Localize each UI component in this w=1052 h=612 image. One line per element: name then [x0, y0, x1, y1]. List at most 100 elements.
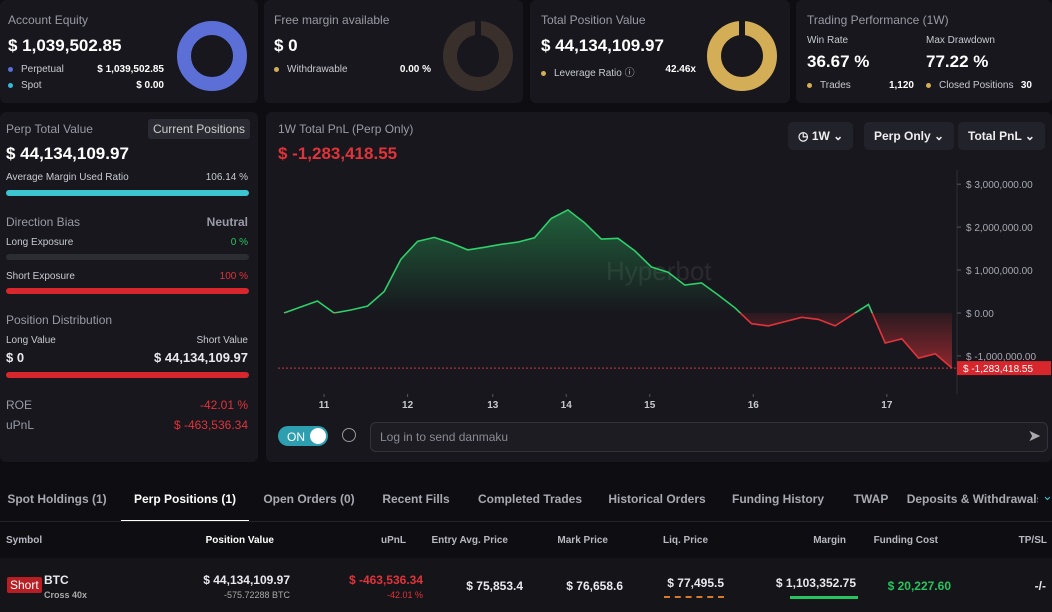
x-tick-label: 16 — [748, 400, 760, 411]
y-tick-label: $ 2,000,000.00 — [966, 223, 1033, 234]
control[interactable]: Total PnL ⌄ — [958, 122, 1045, 150]
progress — [6, 288, 249, 294]
progress — [6, 190, 249, 196]
donut — [443, 20, 513, 91]
tab[interactable]: Open Orders (0) — [263, 492, 355, 506]
donut — [707, 20, 777, 91]
y-tick-label: $ 3,000,000.00 — [966, 180, 1033, 191]
card: Free margin available $ 0 Withdrawable 0… — [264, 0, 523, 103]
toggle-label: ON — [287, 430, 305, 444]
value: 30 — [1020, 80, 1032, 91]
value: 106.14 % — [205, 172, 248, 183]
toggle[interactable]: ON — [278, 426, 328, 446]
progress — [6, 254, 249, 260]
tab[interactable]: Perp Positions (1) — [133, 492, 237, 506]
pnl-line — [283, 208, 953, 369]
donut — [177, 21, 247, 91]
upnl: $ -463,536.34 — [348, 573, 423, 587]
value: 100 % — [219, 271, 248, 282]
tab[interactable]: Completed Trades — [477, 492, 583, 506]
text: 1W — [811, 129, 830, 143]
text: Total PnL — [968, 129, 1022, 143]
liq-indicator — [664, 596, 724, 598]
x-tick-label: 17 — [881, 400, 893, 411]
tab[interactable]: Recent Fills — [382, 492, 450, 506]
chart-value: $ -1,283,418.55 — [278, 144, 398, 163]
table-row: Short BTC Cross 40x $ 44,134,109.97 -575… — [0, 558, 1052, 612]
value: 0 % — [230, 237, 248, 248]
settings-icon[interactable] — [342, 428, 356, 442]
card-value: $ 0 — [274, 36, 298, 55]
tab[interactable]: Spot Holdings (1) — [7, 492, 107, 506]
column-header: Liq. Price — [662, 535, 708, 546]
send-icon[interactable]: ➤ — [1027, 428, 1041, 445]
control[interactable]: ◷ 1W ⌄ — [788, 122, 854, 150]
text: Perpetual — [21, 64, 64, 75]
value: -42.01 % — [199, 398, 248, 412]
label: Average Margin Used Ratio — [6, 172, 129, 183]
position-value: $ 44,134,109.97 — [203, 573, 290, 587]
chart-title: 1W Total PnL (Perp Only) — [278, 122, 414, 136]
label: Position Distribution — [6, 313, 113, 327]
row-label: Perpetual — [8, 64, 64, 75]
label: Trades — [807, 80, 851, 91]
control[interactable]: Perp Only ⌄ — [864, 122, 955, 150]
row-value: 0.00 % — [399, 64, 431, 75]
card-title: Free margin available — [274, 13, 390, 27]
label: Win Rate — [807, 35, 849, 46]
scroll-arrow: ⌄ — [1038, 488, 1052, 504]
x-tick-label: 13 — [487, 400, 499, 411]
placeholder: Log in to send danmaku — [380, 430, 509, 444]
y-tick-label: $ 0.00 — [966, 309, 994, 320]
label: Short Exposure — [6, 271, 75, 282]
row-value: $ 0.00 — [136, 80, 164, 91]
danmaku-input[interactable]: Log in to send danmaku ➤ — [370, 422, 1048, 452]
tabs: Spot Holdings (1) Perp Positions (1) Open … — [0, 470, 1052, 522]
row-label: Spot — [8, 80, 42, 91]
mode: Cross 40x — [44, 590, 88, 600]
text: Trades — [820, 80, 851, 91]
last-value-label: $ -1,283,418.55 — [963, 364, 1033, 375]
row-value: 42.46x — [665, 64, 696, 75]
card-title: Trading Performance (1W) — [807, 13, 949, 27]
button[interactable]: Current Positions — [147, 119, 250, 139]
column-header: Symbol — [6, 535, 43, 546]
value: $ -463,536.34 — [173, 418, 248, 432]
entry: $ 75,853.4 — [466, 579, 523, 593]
last-value-tag — [957, 361, 1051, 376]
x-tick-label: 15 — [644, 400, 656, 411]
row-label: Withdrawable — [274, 64, 348, 75]
column-header: uPnL — [381, 535, 406, 546]
text: Spot — [21, 80, 42, 91]
value: 77.22 % — [926, 52, 989, 71]
x-tick-label: 11 — [319, 400, 330, 411]
label: Max Drawdown — [926, 35, 995, 46]
value: Neutral — [206, 215, 248, 229]
card-value: $ 1,039,502.85 — [8, 36, 122, 55]
label: ROE — [6, 398, 33, 412]
y-tick-label: $ -1,000,000.00 — [966, 352, 1036, 363]
x-tick-label: 12 — [402, 400, 414, 411]
chart: Hyperbot$ -1,000,000.00$ 0.00$ 1,000,000… — [278, 170, 1051, 411]
position-size: -575.72288 BTC — [223, 590, 290, 600]
tab[interactable]: Deposits & Withdrawals — [906, 492, 1044, 506]
x-tick-label: 14 — [561, 400, 573, 411]
label: uPnL — [6, 418, 35, 432]
column-header: Entry Avg. Price — [431, 535, 508, 546]
value: $ 0 — [6, 350, 25, 365]
tab[interactable]: TWAP — [853, 492, 889, 506]
value: 36.67 % — [807, 52, 870, 71]
tab[interactable]: Funding History — [732, 492, 824, 506]
column-header: Position Value — [205, 535, 274, 546]
y-tick-label: $ 1,000,000.00 — [966, 266, 1033, 277]
label: Direction Bias — [6, 215, 81, 229]
card-value: $ 44,134,109.97 — [541, 36, 664, 55]
tab[interactable]: Historical Orders — [608, 492, 706, 506]
upnl-pct: -42.01 % — [386, 590, 423, 600]
card-title: Account Equity — [8, 13, 89, 27]
margin: $ 1,103,352.75 — [775, 576, 856, 590]
symbol: BTC — [44, 573, 69, 587]
text: Withdrawable — [287, 64, 348, 75]
label: Short Value — [196, 335, 248, 346]
